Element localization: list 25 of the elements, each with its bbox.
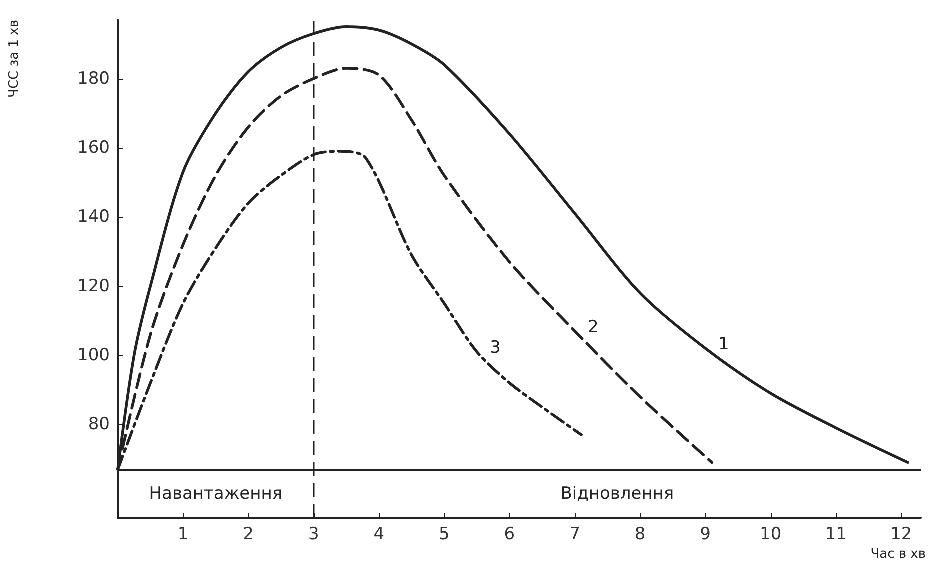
x-tick-label: 3 — [308, 524, 320, 544]
x-tick-label: 10 — [760, 524, 782, 544]
y-tick-label: 120 — [78, 276, 110, 296]
x-tick-label: 9 — [700, 524, 711, 544]
y-tick-label: 100 — [78, 345, 110, 366]
x-tick-label: 12 — [890, 524, 912, 544]
x-tick-label: 5 — [439, 524, 450, 544]
series-label: 1 — [718, 334, 730, 355]
y-tick-label: 140 — [78, 207, 110, 228]
x-tick-label: 4 — [374, 524, 385, 544]
y-tick-label: 160 — [78, 138, 110, 158]
x-tick-label: 2 — [243, 524, 254, 544]
y-tick-label: 180 — [78, 68, 110, 89]
x-tick-label: 7 — [570, 524, 580, 544]
series-label: 3 — [490, 338, 501, 358]
x-tick-label: 11 — [825, 524, 847, 544]
x-tick-label: 8 — [634, 524, 646, 544]
annotation: Навантаження — [149, 484, 283, 504]
series-label: 2 — [588, 317, 599, 338]
annotation: Відновлення — [560, 484, 674, 504]
y-tick-label: 80 — [88, 414, 110, 435]
y-axis-title: ЧСС за 1 хв — [7, 20, 22, 98]
x-tick-label: 1 — [178, 524, 189, 544]
x-tick-label: 6 — [504, 524, 516, 544]
x-axis-title: Час в хв — [870, 547, 926, 562]
